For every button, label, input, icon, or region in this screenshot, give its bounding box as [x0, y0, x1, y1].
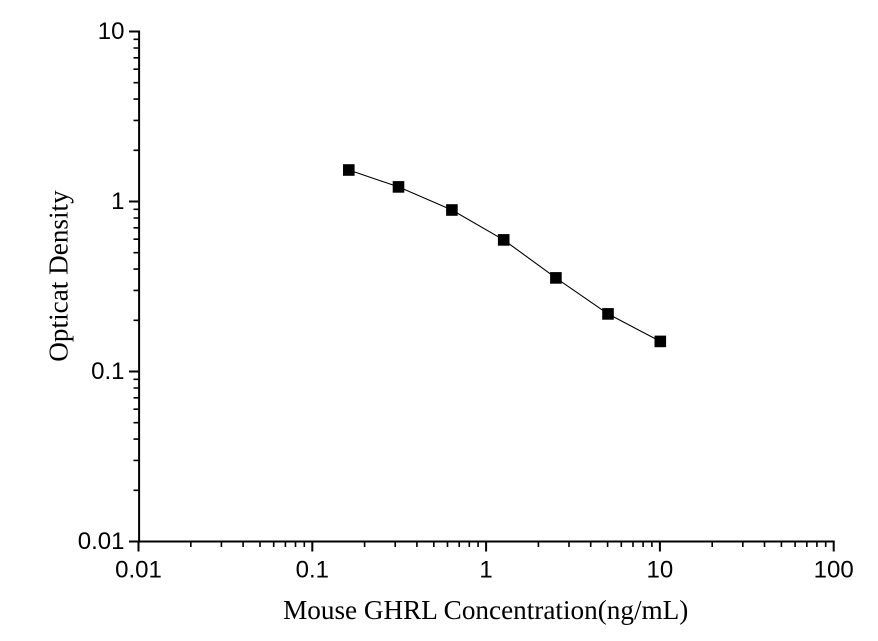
svg-text:Mouse GHRL Concentration(ng/mL: Mouse GHRL Concentration(ng/mL) — [283, 595, 688, 625]
svg-text:100: 100 — [814, 556, 854, 583]
svg-text:0.01: 0.01 — [78, 528, 125, 555]
svg-text:1: 1 — [479, 556, 492, 583]
svg-text:Opticat Density: Opticat Density — [44, 190, 74, 362]
svg-text:10: 10 — [647, 556, 674, 583]
svg-text:0.1: 0.1 — [296, 556, 329, 583]
svg-text:0.1: 0.1 — [91, 358, 124, 385]
svg-text:1: 1 — [111, 188, 124, 215]
svg-text:0.01: 0.01 — [115, 556, 162, 583]
svg-text:10: 10 — [98, 18, 125, 45]
